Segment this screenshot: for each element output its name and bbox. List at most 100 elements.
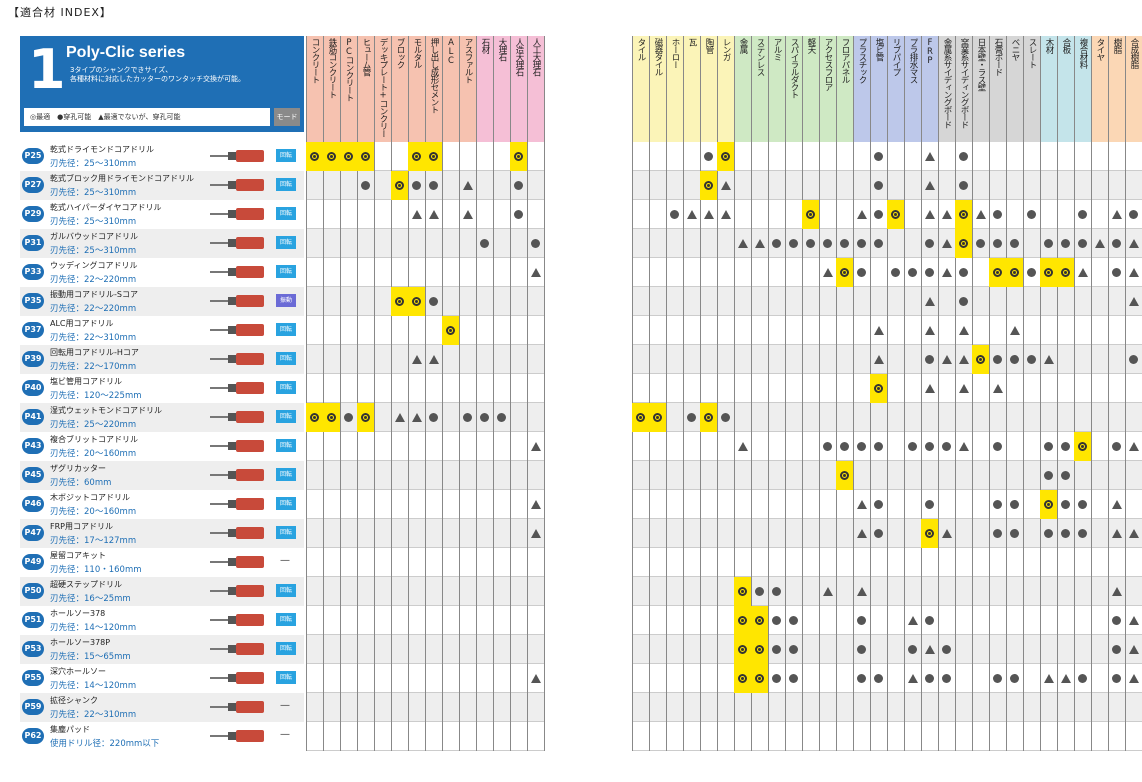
page-number-badge[interactable]: P27 [22,177,44,193]
suitability-cell [323,403,340,432]
possible-dot-icon [874,500,883,509]
suitability-cell [425,142,442,171]
suitability-cell [391,287,408,316]
possible-dot-icon [993,239,1002,248]
material-column-header: 金属 [734,36,751,142]
grid-divider [306,36,307,751]
core-drill-icon [208,177,268,193]
page-number-badge[interactable]: P39 [22,351,44,367]
core-drill-icon [208,496,268,512]
not-optimal-triangle-icon [941,355,952,364]
suitability-cell [1057,229,1074,258]
material-column-header: 石材 [476,36,493,142]
grid-divider [408,36,409,751]
not-optimal-triangle-icon [822,268,833,277]
material-label: モルタル [412,38,422,68]
page-number-badge[interactable]: P41 [22,409,44,425]
page-number-badge[interactable]: P49 [22,554,44,570]
page-number-badge[interactable]: P40 [22,380,44,396]
mode-badge: 回転 [276,613,296,626]
page-number-badge[interactable]: P55 [22,670,44,686]
suitability-cell [683,403,700,432]
possible-dot-icon [1129,355,1138,364]
optimal-double-circle-icon [1010,268,1019,277]
suitability-cell [853,635,870,664]
suitability-cell [853,664,870,693]
page-number-badge[interactable]: P35 [22,293,44,309]
suitability-cell [836,229,853,258]
page-number-badge[interactable]: P47 [22,525,44,541]
page-number-badge[interactable]: P25 [22,148,44,164]
page-number-badge[interactable]: P43 [22,438,44,454]
suitability-cell [972,345,989,374]
material-label: ステンレス [755,38,765,76]
page-number-badge[interactable]: P62 [22,728,44,744]
product-diameter: 使用ドリル径：220mm以下 [50,739,160,749]
suitability-cell [1108,519,1125,548]
suitability-cell [527,432,544,461]
suitability-cell [921,374,938,403]
suitability-cell [853,432,870,461]
grid-divider [340,36,341,751]
page-number-badge[interactable]: P31 [22,235,44,251]
optimal-double-circle-icon [412,297,421,306]
not-optimal-triangle-icon [1077,268,1088,277]
grid-divider [391,36,392,751]
page-number-badge[interactable]: P53 [22,641,44,657]
possible-dot-icon [1078,500,1087,509]
suitability-cell [921,171,938,200]
suitability-cell [819,432,836,461]
page-number-badge[interactable]: P46 [22,496,44,512]
product-diameter: 刃先径：25～220mm [50,420,137,430]
grid-divider [836,36,837,751]
not-optimal-triangle-icon [428,355,439,364]
suitability-cell [921,142,938,171]
suitability-cell [1040,345,1057,374]
suitability-cell [989,519,1006,548]
material-column-header: ホーロー [666,36,683,142]
suitability-cell [955,142,972,171]
mode-badge: 回転 [276,236,296,249]
suitability-cell [734,664,751,693]
possible-dot-icon [874,239,883,248]
not-optimal-triangle-icon [530,268,541,277]
product-row: P39 回転用コアドリル-Hコア 刃先径：22～170mm 回転 [20,345,304,374]
material-label: 日本壁・ラス壁 [976,38,986,91]
material-column-header: ベニヤ [1006,36,1023,142]
possible-dot-icon [531,239,540,248]
page-number-badge[interactable]: P50 [22,583,44,599]
suitability-cell [1074,519,1091,548]
possible-dot-icon [1078,239,1087,248]
suitability-cell [459,403,476,432]
material-label: プラスチック [857,38,867,83]
suitability-cell [853,258,870,287]
page-number-badge[interactable]: P59 [22,699,44,715]
suitability-cell [425,200,442,229]
not-optimal-triangle-icon [958,326,969,335]
product-row: P35 振動用コアドリル-Sコア 刃先径：22～220mm 振動 [20,287,304,316]
possible-dot-icon [704,152,713,161]
page-number-badge[interactable]: P29 [22,206,44,222]
not-optimal-triangle-icon [411,355,422,364]
product-row: P29 乾式ハイパーダイヤコアドリル 刃先径：25～310mm 回転 [20,200,304,229]
possible-dot-icon [806,239,815,248]
page-number-badge[interactable]: P51 [22,612,44,628]
material-label: アクセスフロア [823,38,833,91]
suitability-cell [938,519,955,548]
mode-badge: 回転 [276,265,296,278]
page-number-badge[interactable]: P37 [22,322,44,338]
page-number-badge[interactable]: P33 [22,264,44,280]
not-optimal-triangle-icon [1111,210,1122,219]
possible-dot-icon [993,442,1002,451]
suitability-cell [1125,635,1142,664]
page-number-badge[interactable]: P45 [22,467,44,483]
core-drill-icon [208,583,268,599]
grid-divider [632,36,633,751]
suitability-cell [955,287,972,316]
possible-dot-icon [942,674,951,683]
not-optimal-triangle-icon [924,384,935,393]
possible-dot-icon [1010,674,1019,683]
material-label: 大理石 [497,38,507,61]
material-column-header: コンクリート [306,36,323,142]
material-label: 木材 [1044,38,1054,53]
